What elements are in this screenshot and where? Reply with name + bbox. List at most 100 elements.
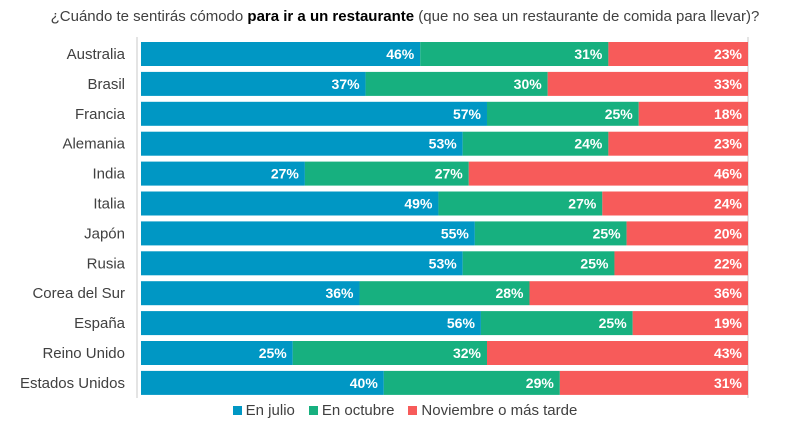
bar-segment	[547, 71, 748, 96]
data-label: 25%	[605, 106, 634, 122]
bar-segment	[626, 221, 748, 246]
bar-segment	[141, 251, 463, 276]
category-label: Estados Unidos	[20, 375, 125, 392]
data-label: 25%	[259, 345, 288, 361]
data-label: 19%	[714, 315, 743, 331]
data-label: 46%	[386, 46, 415, 62]
legend-label: En julio	[245, 402, 295, 419]
legend-item: En octubre	[308, 402, 395, 419]
data-label: 43%	[714, 345, 743, 361]
category-label: Corea del Sur	[32, 285, 125, 302]
bar-segment	[292, 341, 487, 365]
category-label: Brasil	[87, 76, 125, 93]
data-label: 25%	[580, 255, 609, 271]
bar-segment	[632, 311, 748, 336]
data-label: 31%	[574, 46, 603, 62]
data-label: 18%	[714, 106, 743, 122]
data-label: 24%	[574, 136, 603, 152]
data-label: 49%	[404, 196, 433, 212]
bar-segment	[529, 281, 748, 306]
category-label: Japón	[84, 225, 125, 242]
bar-segment	[141, 191, 439, 216]
bar-segment	[141, 311, 481, 336]
chart-title: ¿Cuándo te sentirás cómodo para ir a un …	[0, 8, 810, 25]
data-label: 25%	[593, 225, 622, 241]
data-label: 53%	[429, 136, 458, 152]
bar-segment	[614, 251, 748, 276]
bar-segment	[141, 42, 421, 66]
bar-segment	[141, 221, 475, 246]
data-label: 23%	[714, 46, 743, 62]
legend-item: Noviembre o más tarde	[408, 402, 577, 419]
bar-segment	[141, 281, 360, 306]
bar-segment	[468, 161, 748, 186]
stacked-bar-chart: Australia 46% 31% 23% Brasil 37% 30% 33% Francia…	[20, 37, 749, 398]
legend: En julio En octubre Noviembre o más tarde	[0, 402, 810, 419]
data-label: 40%	[350, 375, 379, 391]
bars-group: Australia 46% 31% 23% Brasil 37% 30% 33% Francia…	[20, 42, 748, 395]
legend-item: En julio	[232, 402, 295, 419]
title-bold: para ir a un restaurante	[247, 8, 415, 25]
bar-segment	[486, 341, 748, 365]
bar-segment	[602, 191, 748, 216]
data-label: 25%	[599, 315, 628, 331]
data-label: 31%	[714, 375, 743, 391]
legend-label: En octubre	[321, 402, 395, 419]
bar-segment	[608, 131, 748, 156]
data-label: 27%	[271, 166, 300, 182]
bar-segment	[141, 71, 366, 96]
bar-segment	[486, 101, 639, 126]
data-label: 32%	[453, 345, 482, 361]
category-label: India	[92, 166, 125, 183]
data-label: 53%	[429, 255, 458, 271]
bar-segment	[474, 221, 627, 246]
bar-segment	[462, 131, 609, 156]
legend-swatch	[308, 406, 318, 415]
bar-segment	[304, 161, 469, 186]
category-label: Reino Unido	[42, 345, 125, 362]
data-label: 30%	[514, 76, 543, 92]
data-label: 33%	[714, 76, 743, 92]
data-label: 36%	[325, 285, 354, 301]
category-label: Rusia	[87, 255, 126, 272]
legend-label: Noviembre o más tarde	[421, 402, 578, 419]
data-label: 28%	[495, 285, 524, 301]
category-label: Alemania	[62, 136, 125, 153]
data-label: 20%	[714, 225, 743, 241]
bar-segment	[559, 370, 748, 395]
data-label: 22%	[714, 255, 743, 271]
data-label: 23%	[714, 136, 743, 152]
legend-swatch	[232, 406, 242, 415]
category-label: Italia	[93, 196, 125, 213]
data-label: 37%	[332, 76, 361, 92]
legend-swatch	[408, 406, 418, 415]
bar-segment	[638, 101, 748, 126]
bar-segment	[141, 370, 384, 395]
data-label: 57%	[453, 106, 482, 122]
bar-segment	[438, 191, 603, 216]
bar-segment	[383, 370, 560, 395]
title-suffix: (que no sea un restaurante de comida par…	[414, 8, 760, 25]
data-label: 46%	[714, 166, 743, 182]
bar-segment	[141, 101, 487, 126]
bar-segment	[608, 42, 748, 66]
bar-segment	[141, 161, 305, 186]
bar-segment	[462, 251, 615, 276]
data-label: 27%	[568, 196, 597, 212]
bar-segment	[365, 71, 548, 96]
data-label: 24%	[714, 196, 743, 212]
category-label: España	[74, 315, 126, 332]
bar-segment	[141, 131, 463, 156]
title-prefix: ¿Cuándo te sentirás cómodo	[50, 8, 248, 25]
category-label: Australia	[67, 46, 126, 63]
data-label: 27%	[435, 166, 464, 182]
category-label: Francia	[75, 106, 126, 123]
bar-segment	[141, 341, 293, 365]
data-label: 29%	[526, 375, 555, 391]
data-label: 56%	[447, 315, 476, 331]
bar-segment	[480, 311, 633, 336]
bar-segment	[359, 281, 530, 306]
data-label: 55%	[441, 225, 470, 241]
data-label: 36%	[714, 285, 743, 301]
bar-segment	[420, 42, 609, 66]
